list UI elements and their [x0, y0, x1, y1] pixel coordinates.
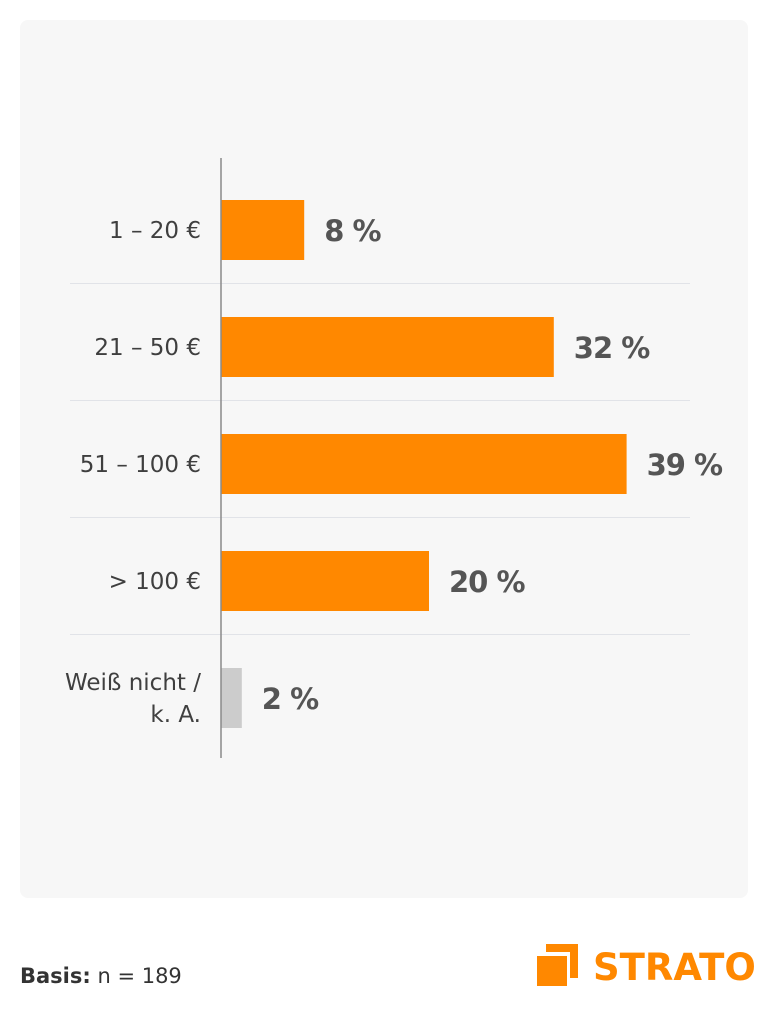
basis-label: Basis:: [20, 964, 91, 988]
strato-logo-icon: [537, 944, 583, 990]
bar-2: [221, 317, 554, 377]
category-label-2: 21 – 50 €: [94, 335, 201, 361]
value-label-3: 39 %: [647, 448, 723, 482]
strato-logo: STRATO: [537, 944, 756, 990]
value-label-2: 32 %: [574, 331, 650, 365]
bar-1: [221, 200, 305, 260]
category-label-1: 1 – 20 €: [109, 218, 201, 244]
category-label-3: 51 – 100 €: [80, 452, 201, 478]
category-label-4: > 100 €: [109, 569, 201, 595]
value-label-1: 8 %: [324, 214, 381, 248]
value-label-5: 2 %: [262, 682, 319, 716]
value-label-4: 20 %: [449, 565, 525, 599]
footer-basis: Basis: n = 189: [20, 964, 182, 988]
bar-4: [221, 551, 429, 611]
bar-3: [221, 434, 627, 494]
bar-5: [221, 668, 242, 728]
basis-value: n = 189: [90, 964, 182, 988]
category-label-5: Weiß nicht / k. A.: [65, 670, 201, 728]
strato-logo-text: STRATO: [593, 945, 756, 989]
